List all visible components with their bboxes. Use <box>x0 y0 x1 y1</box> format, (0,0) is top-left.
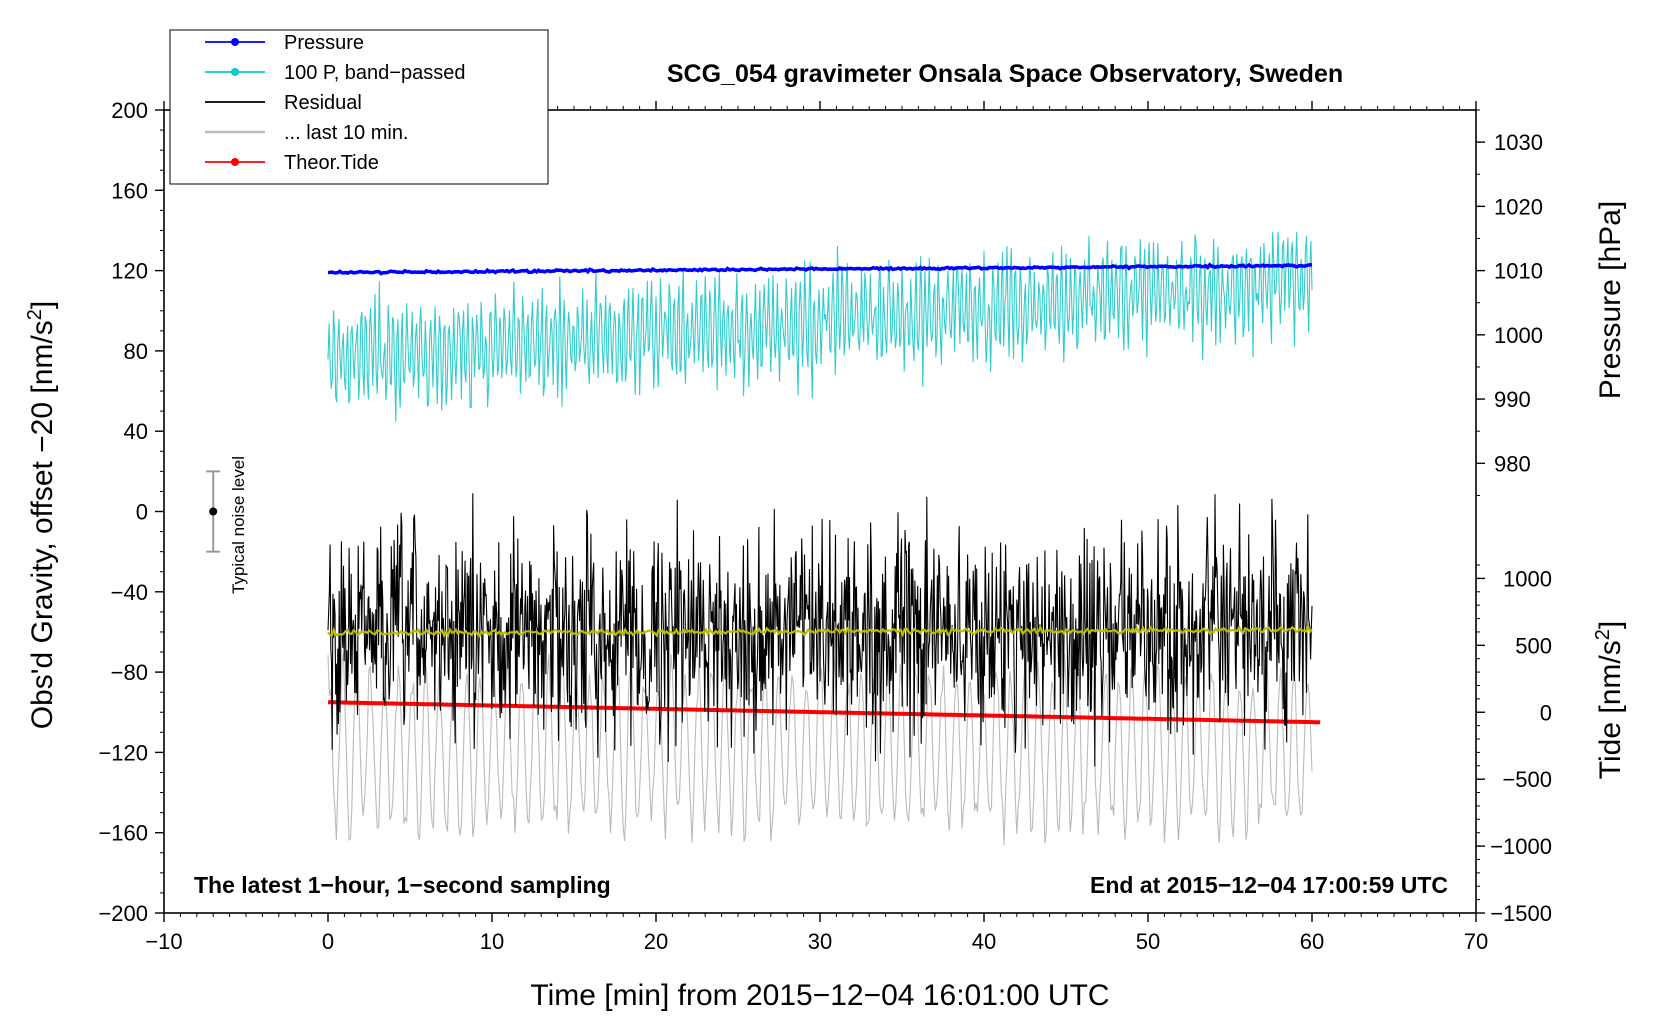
legend-label: Theor.Tide <box>284 152 379 174</box>
y-tick-label: −120 <box>98 740 148 765</box>
x-tick-label: 70 <box>1464 929 1488 954</box>
pressure-axis-title: Pressure [hPa] <box>1594 201 1627 399</box>
pressure-tick-label: 980 <box>1494 451 1531 476</box>
note-end-time: End at 2015−12−04 17:00:59 UTC <box>1090 872 1448 898</box>
y-tick-label: −160 <box>98 821 148 846</box>
y-tick-label: −40 <box>111 580 148 605</box>
series-layer <box>327 231 1321 846</box>
noise-bar-group <box>206 470 221 553</box>
y-tick-label: 120 <box>111 259 148 284</box>
tide-tick-label: −1500 <box>1490 901 1552 926</box>
y-tick-label: 0 <box>136 500 148 525</box>
noise-level-label: Typical noise level <box>229 456 248 594</box>
pressure-tick-label: 1020 <box>1494 194 1543 219</box>
legend-box <box>169 29 549 185</box>
x-axis-title: Time [min] from 2015−12−04 16:01:00 UTC <box>530 979 1109 1012</box>
y-tick-label: −80 <box>111 660 148 685</box>
series-theor-tide <box>327 700 1321 725</box>
pressure-tick-label: 1030 <box>1494 130 1543 155</box>
legend-label: 100 P, band−passed <box>284 62 465 84</box>
tide-axis-title-superscript: 2 <box>1592 629 1614 640</box>
legend-label: Pressure <box>284 32 364 54</box>
y-tick-label: 40 <box>124 419 148 444</box>
tide-axis-title-main: Tide [nm/s <box>1594 640 1627 779</box>
legend-marker <box>231 158 239 166</box>
y-tick-label: 160 <box>111 178 148 203</box>
y-tick-label: 200 <box>111 98 148 123</box>
pressure-tick-label: 1010 <box>1494 259 1543 284</box>
note-sampling: The latest 1−hour, 1−second sampling <box>194 872 611 898</box>
x-tick-label: 20 <box>644 929 668 954</box>
legend-marker <box>231 68 239 76</box>
x-tick-label: −10 <box>145 929 182 954</box>
y-axis-title-close: ] <box>26 301 59 309</box>
axes-group: −10 0 10 20 30 40 50 60 70−200−160−120−80−400408… <box>98 98 1552 954</box>
noise-bar-point <box>209 507 218 516</box>
tide-tick-label: 0 <box>1540 700 1552 725</box>
x-tick-label: 40 <box>972 929 996 954</box>
x-tick-label: 0 <box>322 929 334 954</box>
y-axis-title: Obs'd Gravity, offset −20 [nm/s2] <box>24 301 59 729</box>
tide-tick-label: 500 <box>1515 633 1552 658</box>
series-residual <box>327 493 1313 767</box>
series-residual-mean <box>327 623 1313 638</box>
y-axis-title-superscript: 2 <box>24 309 46 320</box>
x-tick-label: 50 <box>1136 929 1160 954</box>
tide-axis-title: Tide [nm/s2] <box>1592 621 1627 779</box>
legend-label: Residual <box>284 92 362 114</box>
y-axis-title-main: Obs'd Gravity, offset −20 [nm/s <box>26 320 59 729</box>
tide-tick-label: 1000 <box>1503 566 1552 591</box>
legend-marker <box>231 38 239 46</box>
tide-tick-label: −1000 <box>1490 834 1552 859</box>
tide-axis-title-close: ] <box>1594 621 1627 629</box>
pressure-tick-label: 990 <box>1494 387 1531 412</box>
x-tick-label: 60 <box>1300 929 1324 954</box>
x-tick-label: 10 <box>480 929 504 954</box>
y-tick-label: −200 <box>98 901 148 926</box>
y-tick-label: 80 <box>124 339 148 364</box>
series-pressure <box>327 262 1313 276</box>
x-tick-label: 30 <box>808 929 832 954</box>
chart-title: SCG_054 gravimeter Onsala Space Observat… <box>667 60 1343 88</box>
tide-tick-label: −500 <box>1502 767 1552 792</box>
legend: Pressure 100 P, band−passed Residual ... la… <box>169 29 549 185</box>
pressure-tick-label: 1000 <box>1494 323 1543 348</box>
legend-label: ... last 10 min. <box>284 122 409 144</box>
